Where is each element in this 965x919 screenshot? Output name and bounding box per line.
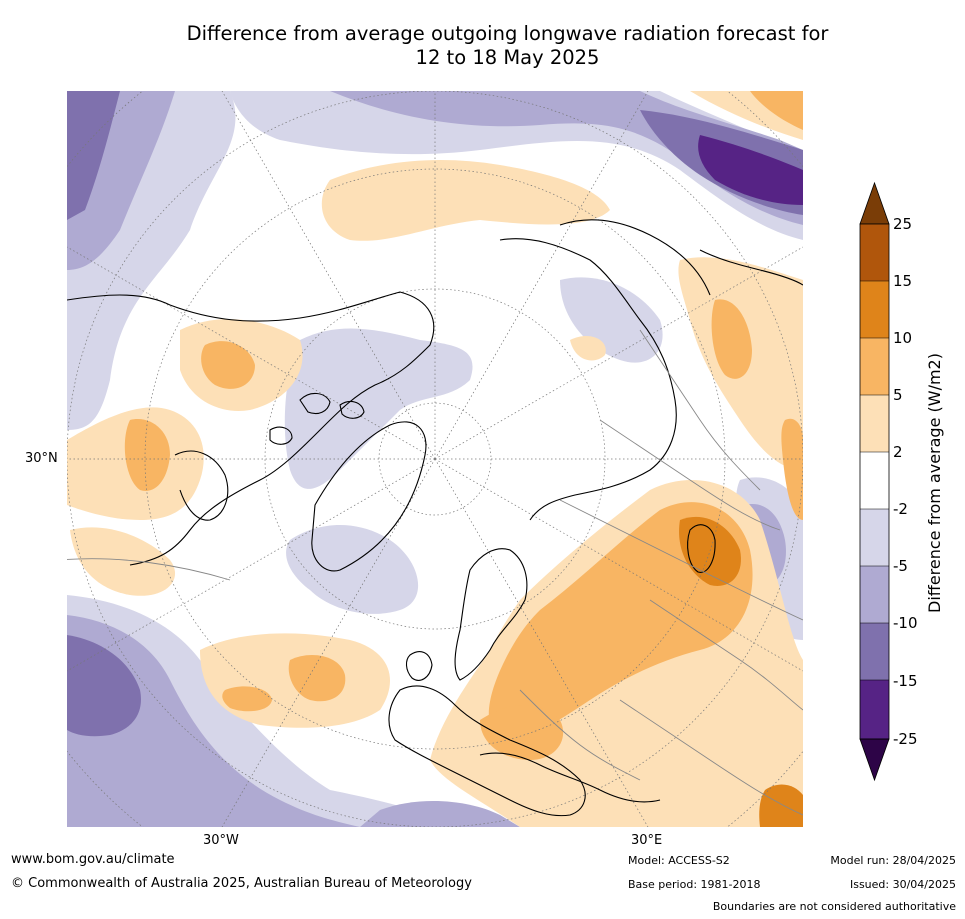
colorbar-dividers bbox=[860, 280, 889, 681]
meridian-line bbox=[221, 458, 436, 827]
title-line-1: Difference from average outgoing longwav… bbox=[186, 22, 829, 45]
anomaly-region-atlantic-mid bbox=[67, 615, 360, 827]
anomaly-region-pacific-west-mid bbox=[124, 419, 170, 491]
latitude-label-30n: 30°N bbox=[25, 451, 58, 466]
anomaly-region-siberia bbox=[570, 335, 606, 361]
colorbar-tick-label: -2 bbox=[893, 500, 908, 518]
anomaly-region-left-edge-deep bbox=[67, 91, 120, 220]
border-line bbox=[67, 558, 231, 581]
coastline-greenland bbox=[311, 421, 427, 572]
anomaly-region-east-edge-mid-2 bbox=[781, 418, 803, 520]
footer-issued: Issued: 30/04/2025 bbox=[849, 878, 956, 891]
country-borders bbox=[67, 329, 803, 816]
anomaly-region-top-right-deep bbox=[698, 135, 803, 205]
anomaly-region-canada-south bbox=[70, 527, 176, 596]
colorbar-tick-label: 10 bbox=[893, 329, 913, 347]
border-line bbox=[639, 329, 761, 491]
anomaly-region-top-right-edge-mid bbox=[750, 91, 803, 130]
colorbar-segment bbox=[860, 623, 889, 680]
coastline-scandinavia bbox=[454, 548, 528, 681]
colorbar-segment bbox=[860, 680, 889, 739]
footer-disclaimer: Boundaries are not considered authoritat… bbox=[712, 900, 956, 913]
colorbar-lower-extension bbox=[859, 738, 890, 782]
colorbar-segment bbox=[860, 452, 889, 509]
coastlines bbox=[67, 219, 803, 817]
meridian-line bbox=[434, 458, 803, 672]
latitude-ring-70 bbox=[264, 288, 606, 630]
footer-model: Model: ACCESS-S2 bbox=[628, 854, 730, 867]
map-panel bbox=[67, 91, 803, 827]
coastline-british-isles bbox=[405, 651, 433, 681]
title-line-2: 12 to 18 May 2025 bbox=[415, 46, 600, 69]
colorbar-tick-label: 25 bbox=[893, 215, 913, 233]
border-line bbox=[619, 699, 803, 816]
meridian-line bbox=[67, 246, 436, 460]
longitude-label-30w: 30°W bbox=[203, 833, 239, 848]
latitude-ring-60 bbox=[144, 168, 726, 750]
border-line bbox=[559, 499, 803, 621]
coastline-caspian bbox=[687, 524, 716, 573]
colorbar-segment bbox=[860, 395, 889, 452]
colorbar-tick-label: -15 bbox=[893, 672, 918, 690]
anomaly-region-greenland-sea bbox=[286, 525, 419, 614]
meridian-line bbox=[434, 246, 803, 460]
anomaly-region-arctic bbox=[284, 328, 473, 489]
coastline-hudson-bay bbox=[174, 450, 229, 521]
colorbar-segment bbox=[860, 509, 889, 566]
colorbar bbox=[859, 181, 890, 782]
colorbar-tick-label: -10 bbox=[893, 614, 918, 632]
meridian-line bbox=[434, 91, 649, 460]
colorbar-segment bbox=[860, 281, 889, 338]
meridian-line bbox=[221, 91, 436, 460]
colorbar-tick-label: -5 bbox=[893, 557, 908, 575]
anomaly-region-europe-mid bbox=[480, 705, 564, 760]
graticule bbox=[67, 91, 803, 827]
anomaly-region-north-atlantic bbox=[321, 160, 610, 241]
footer-copyright: © Commonwealth of Australia 2025, Austra… bbox=[11, 876, 472, 891]
coastline-alaska-canada bbox=[67, 291, 435, 566]
footer-url[interactable]: www.bom.gov.au/climate bbox=[11, 852, 175, 867]
footer-model-run: Model run: 28/04/2025 bbox=[830, 854, 956, 867]
border-line bbox=[519, 689, 641, 781]
colorbar-segment bbox=[860, 224, 889, 281]
coastline-siberia bbox=[499, 238, 677, 521]
border-line bbox=[599, 419, 781, 531]
anomaly-region-atlantic-deep bbox=[67, 635, 141, 737]
coastline-archipelago bbox=[269, 392, 365, 445]
anomaly-region-bottom-right-deep bbox=[759, 784, 803, 827]
colorbar-tick-label: 5 bbox=[893, 386, 903, 404]
colorbar-tick-label: -25 bbox=[893, 730, 918, 748]
colorbar-upper-extension bbox=[859, 181, 890, 225]
longitude-label-30e: 30°E bbox=[631, 833, 663, 848]
colorbar-title: Difference from average (W/m2) bbox=[925, 353, 944, 613]
coastline-chukotka bbox=[559, 219, 711, 296]
colorbar-segment bbox=[860, 338, 889, 395]
colorbar-tick-label: 15 bbox=[893, 272, 913, 290]
coastline-east-asia bbox=[699, 249, 803, 286]
coastline-mediterranean bbox=[479, 752, 661, 803]
anomaly-region-bottom-mid bbox=[360, 800, 520, 827]
colorbar-outline bbox=[859, 223, 890, 740]
colorbar-tick-label: 2 bbox=[893, 443, 903, 461]
anomaly-region-east-edge-mid bbox=[711, 299, 752, 379]
chart-title: Difference from average outgoing longwav… bbox=[120, 22, 895, 70]
colorbar-segment bbox=[860, 566, 889, 623]
footer-base-period: Base period: 1981-2018 bbox=[628, 878, 761, 891]
coastline-europe bbox=[388, 685, 586, 817]
border-line bbox=[649, 599, 803, 711]
anomaly-region-alaska-mid bbox=[201, 341, 255, 389]
anomaly-region-arctic-small bbox=[560, 277, 663, 363]
anomaly-region-america-mid bbox=[288, 655, 346, 702]
meridian-line bbox=[67, 458, 436, 672]
anomaly-region-america-mid-2 bbox=[222, 686, 272, 712]
meridian-line bbox=[434, 458, 649, 827]
